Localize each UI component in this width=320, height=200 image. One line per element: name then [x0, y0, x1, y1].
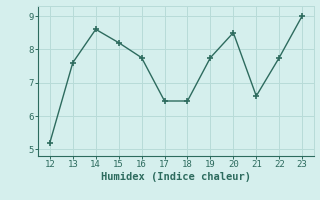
- X-axis label: Humidex (Indice chaleur): Humidex (Indice chaleur): [101, 172, 251, 182]
